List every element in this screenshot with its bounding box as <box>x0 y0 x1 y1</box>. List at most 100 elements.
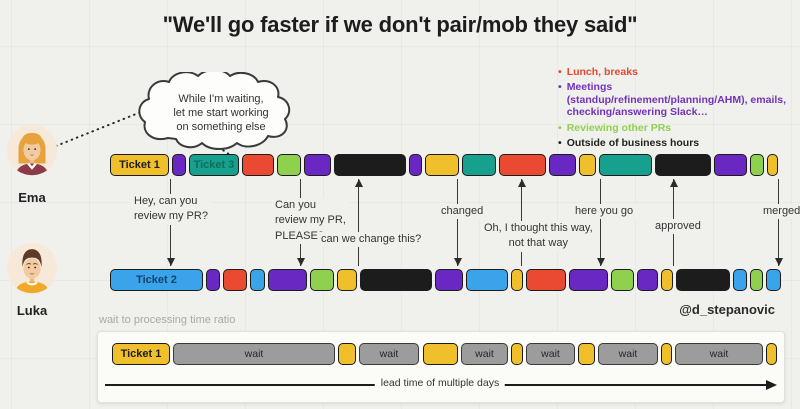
timeline-segment-blue <box>466 269 508 291</box>
annotation-arrow-line <box>457 179 458 266</box>
legend-item: • Meetings (standup/refinement/planning/A… <box>558 81 794 118</box>
timeline-segment-purple <box>268 269 307 291</box>
timeline-segment-red <box>223 269 247 291</box>
annotation-arrowhead-down-icon <box>166 258 175 266</box>
annotation-label: changed <box>438 204 487 220</box>
segment-ticket-1: Ticket 1 <box>110 154 169 176</box>
timeline-segment-blue <box>250 269 265 291</box>
page-title: "We'll go faster if we don't pair/mob th… <box>162 12 638 37</box>
timeline-segment-purple <box>172 154 186 176</box>
luka-timeline: Ticket 2 <box>0 269 800 291</box>
luka-avatar <box>6 242 58 294</box>
timeline-segment-black <box>360 269 432 291</box>
timeline-segment-green <box>277 154 301 176</box>
segment-wait: wait <box>461 343 508 365</box>
wait-ratio-label: wait to processing time ratio <box>99 314 236 326</box>
timeline-segment-black <box>334 154 406 176</box>
segment-ticket-1: Ticket 1 <box>112 343 170 365</box>
annotation-label: Hey, can you review my PR? <box>131 194 211 225</box>
legend-bullet-icon: • <box>558 136 562 149</box>
legend-bullet-icon: • <box>558 81 562 94</box>
wait-timeline: Ticket 1 wait wait wait wait wait wait <box>0 343 800 365</box>
timeline-segment-black <box>655 154 711 176</box>
timeline-segment-purple <box>304 154 331 176</box>
author-handle: @d_stepanovic <box>679 302 775 317</box>
person-name-luka: Luka <box>16 303 48 318</box>
cloud-text-line3: on something else <box>176 121 265 133</box>
timeline-segment-yellow <box>579 154 596 176</box>
annotation-label: approved <box>652 219 704 235</box>
timeline-segment-black <box>676 269 730 291</box>
person-name-ema: Ema <box>18 190 46 205</box>
timeline-segment-purple <box>206 269 220 291</box>
timeline-segment-purple <box>549 154 576 176</box>
legend-bullet-icon: • <box>558 66 562 78</box>
timeline-segment-teal <box>599 154 652 176</box>
timeline-segment-yellow <box>425 154 459 176</box>
timeline-segment-purple <box>435 269 463 291</box>
annotation-arrowhead-up-icon <box>517 179 526 187</box>
segment-wait: wait <box>359 343 419 365</box>
cloud-text-line2: let me start working <box>173 107 268 119</box>
legend-label: Outside of business hours <box>566 136 700 149</box>
legend-item: • Outside of business hours <box>558 137 794 149</box>
cloud-shape <box>138 72 291 150</box>
annotation-arrow-line <box>358 179 359 266</box>
legend-label: Reviewing other PRs <box>566 121 672 134</box>
timeline-segment-yellow <box>661 269 673 291</box>
legend-label: Lunch, breaks <box>566 66 638 78</box>
timeline-segment-green <box>750 269 763 291</box>
timeline-segment-yellow <box>511 269 523 291</box>
lead-time-label: lead time of multiple days <box>374 377 506 389</box>
segment-wait: wait <box>526 343 575 365</box>
annotation-arrowhead-down-icon <box>296 258 305 266</box>
timeline-segment-purple <box>569 269 608 291</box>
thought-cloud: While I'm waiting, let me start working … <box>138 72 291 150</box>
annotation-label: can we change this? <box>318 232 425 248</box>
lead-time-arrowhead-icon <box>766 380 777 390</box>
annotation-arrow-line <box>778 179 779 266</box>
timeline-segment-blue <box>733 269 747 291</box>
legend-item: • Lunch, breaks <box>558 66 794 78</box>
annotation-arrowhead-up-icon <box>354 179 363 187</box>
timeline-segment-yellow <box>511 343 523 365</box>
timeline-segment-yellow <box>767 154 778 176</box>
cloud-text-line1: While I'm waiting, <box>178 93 263 105</box>
annotation-arrowhead-down-icon <box>774 258 783 266</box>
timeline-segment-yellow <box>423 343 458 365</box>
legend-label: Meetings (standup/refinement/planning/AH… <box>566 81 787 119</box>
annotation-arrowhead-down-icon <box>596 258 605 266</box>
timeline-segment-teal <box>462 154 496 176</box>
timeline-segment-yellow <box>766 343 777 365</box>
timeline-segment-green <box>750 154 764 176</box>
timeline-segment-red <box>242 154 274 176</box>
timeline-segment-green <box>611 269 634 291</box>
timeline-segment-purple <box>637 269 658 291</box>
legend-bullet-icon: • <box>558 121 562 134</box>
annotation-arrow-line <box>600 179 601 266</box>
timeline-segment-red <box>526 269 566 291</box>
annotation-arrowhead-down-icon <box>453 258 462 266</box>
segment-wait: wait <box>675 343 763 365</box>
annotation-label: merged <box>760 204 800 220</box>
segment-ticket-3: Ticket 3 <box>189 154 239 176</box>
annotation-label: Oh, I thought this way, not that way <box>481 221 596 252</box>
timeline-segment-yellow <box>338 343 356 365</box>
segment-wait: wait <box>598 343 658 365</box>
legend-item: • Reviewing other PRs <box>558 122 794 134</box>
legend: • Lunch, breaks • Meetings (standup/refinem… <box>558 66 794 152</box>
timeline-segment-yellow <box>578 343 595 365</box>
timeline-segment-purple <box>714 154 747 176</box>
timeline-segment-purple <box>409 154 422 176</box>
timeline-segment-red <box>499 154 546 176</box>
annotation-label: here you go <box>572 204 637 220</box>
timeline-segment-yellow <box>337 269 357 291</box>
ema-timeline: Ticket 1 Ticket 3 <box>0 154 800 176</box>
ema-avatar <box>6 124 58 176</box>
timeline-segment-yellow <box>661 343 672 365</box>
timeline-segment-green <box>310 269 334 291</box>
segment-wait: wait <box>173 343 335 365</box>
annotation-arrowhead-up-icon <box>669 179 678 187</box>
